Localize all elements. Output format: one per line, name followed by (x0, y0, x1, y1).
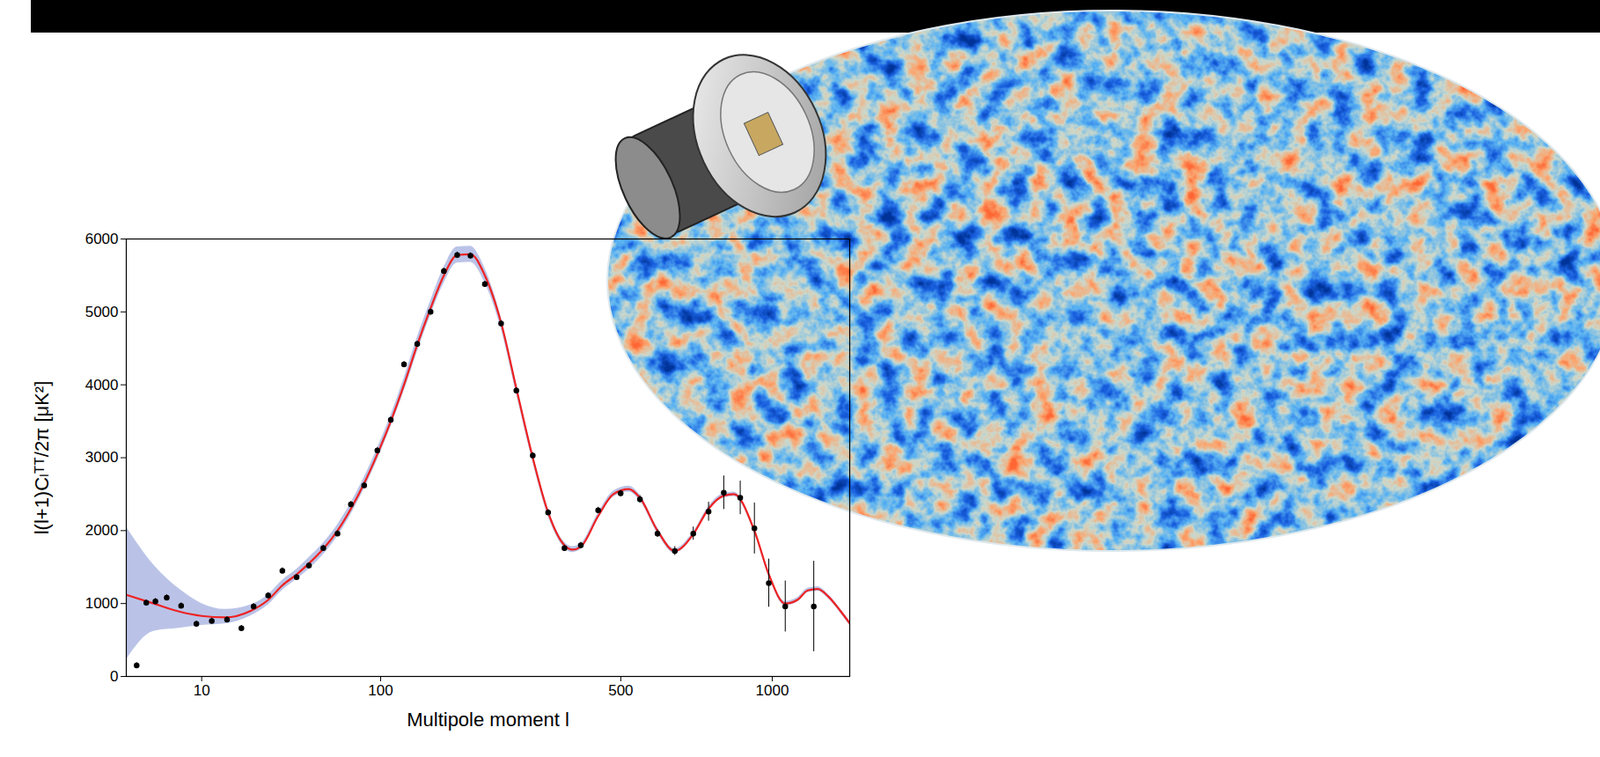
svg-text:100: 100 (367, 682, 393, 699)
svg-text:1000: 1000 (85, 594, 119, 612)
svg-text:6000: 6000 (85, 230, 119, 248)
svg-text:10: 10 (193, 682, 211, 699)
svg-text:0: 0 (110, 667, 118, 685)
svg-text:1000: 1000 (755, 682, 790, 699)
svg-text:5000: 5000 (85, 303, 119, 321)
svg-text:3000: 3000 (85, 448, 119, 466)
svg-text:l(l+1)Cₗᵀᵀ/2π [μK²]: l(l+1)Cₗᵀᵀ/2π [μK²] (30, 381, 53, 536)
svg-text:2000: 2000 (85, 521, 119, 539)
svg-text:500: 500 (608, 682, 633, 699)
svg-text:4000: 4000 (85, 376, 119, 394)
svg-text:Multipole moment l: Multipole moment l (406, 708, 570, 731)
